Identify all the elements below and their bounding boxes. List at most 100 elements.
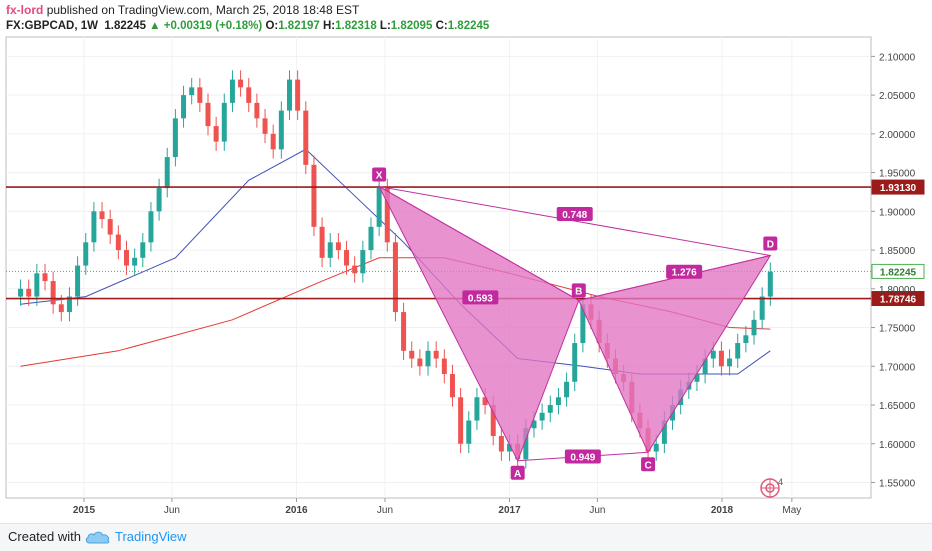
candle-body [572, 343, 578, 382]
candle-body [181, 95, 187, 119]
candle-body [164, 157, 170, 189]
pattern-ratio-label[interactable]: 1.276 [666, 264, 703, 279]
y-tick-label: 1.90000 [879, 207, 916, 218]
x-tick-label: May [782, 505, 801, 516]
price-label-text: 1.78746 [880, 295, 917, 306]
close-label: C: [435, 20, 448, 32]
pattern-point-label: D [767, 239, 774, 250]
y-tick-label: 1.75000 [879, 324, 916, 335]
symbol-name[interactable]: FX:GBPCAD, 1W [6, 20, 98, 32]
candle-body [498, 436, 504, 452]
candle-body [539, 412, 545, 421]
footer-bar: Created with TradingView [0, 523, 932, 551]
candle-body [132, 257, 138, 266]
candle-body [99, 211, 105, 220]
pattern-point-box [571, 283, 586, 298]
candle-body [140, 242, 146, 258]
pattern-point-x[interactable]: X [372, 167, 387, 182]
time-axis[interactable]: 2015 Jun 2016 Jun 2017 Jun 2018 May [73, 498, 801, 516]
x-tick-label: Jun [377, 505, 393, 516]
pattern-ratio-box [564, 449, 601, 464]
tradingview-cloud-icon[interactable] [85, 530, 111, 544]
candle-body [653, 443, 659, 452]
price-label-box [871, 263, 925, 279]
x-tick-label: Jun [589, 505, 605, 516]
candle-body [384, 188, 390, 243]
price-label[interactable]: 1.78746 [871, 291, 925, 307]
candle-body [66, 296, 72, 313]
tradingview-brand[interactable]: TradingView [115, 529, 187, 544]
pattern-ratio-text: 0.949 [570, 453, 595, 464]
y-tick-label: 2.00000 [879, 130, 916, 141]
candle-body [303, 110, 309, 165]
candle-body [238, 79, 244, 88]
candle-body [751, 319, 757, 336]
candle-body [531, 420, 537, 429]
candle-body [189, 87, 195, 96]
candle-body [295, 79, 301, 111]
price-label-box [871, 179, 925, 195]
pattern-point-a[interactable]: A [510, 465, 525, 480]
candle-body [368, 226, 374, 251]
candle-body [425, 350, 431, 367]
pattern-point-label: X [376, 171, 383, 182]
pattern-point-d[interactable]: D [763, 236, 778, 251]
created-with-text: Created with [8, 529, 81, 544]
candle-body [417, 358, 423, 367]
harmonic-pattern[interactable]: X A B C D 0.593 0.748 1.276 0.949 [372, 167, 778, 480]
x-tick-label: 2018 [711, 505, 734, 516]
price-label-text: 1.82245 [880, 267, 917, 278]
candle-body [580, 304, 586, 344]
y-tick-label: 2.05000 [879, 91, 916, 102]
candle-body [507, 443, 513, 452]
close-value: 1.82245 [447, 20, 490, 32]
candle-body [433, 350, 439, 359]
y-tick-label: 1.80000 [879, 285, 916, 296]
pattern-point-label: B [575, 286, 582, 297]
candle-body [547, 405, 553, 413]
pattern-point-box [372, 167, 387, 182]
low-value: 1.82095 [390, 20, 433, 32]
candle-body [246, 87, 252, 103]
candle-body [123, 250, 129, 266]
candle-body [107, 219, 113, 235]
pattern-line-xb[interactable] [378, 186, 580, 301]
pattern-point-c[interactable]: C [641, 457, 656, 472]
candle-body [42, 273, 48, 282]
candle-body [449, 374, 455, 398]
candle-body [278, 110, 284, 150]
candle-body [702, 358, 708, 375]
candle-body [335, 242, 341, 251]
candle-body [58, 304, 64, 313]
candle-body [327, 242, 333, 258]
y-tick-label: 1.60000 [879, 440, 916, 451]
pattern-ratio-box [462, 290, 499, 305]
candle-body [34, 273, 40, 297]
candle-body [727, 358, 733, 367]
low-label: L: [379, 20, 391, 32]
price-label[interactable]: 1.93130 [871, 179, 925, 195]
candle-body [564, 381, 570, 398]
candle-body [344, 250, 350, 266]
candle-body [376, 188, 382, 227]
author-link[interactable]: fx-lord [6, 3, 44, 17]
settings-wheel-icon[interactable]: 4 [760, 477, 783, 498]
pattern-ratio-label[interactable]: 0.593 [462, 290, 499, 305]
pattern-ratio-label[interactable]: 0.748 [556, 207, 593, 222]
pattern-point-box [763, 236, 778, 251]
price-change: +0.00319 (+0.18%) [163, 20, 263, 32]
price-axis[interactable]: 2.10000 2.05000 2.00000 1.95000 1.90000 1.850… [871, 52, 916, 490]
price-chart[interactable]: 1.93130 1.82245 1.78746 X A B C D 0.593 0.748 1.2… [0, 0, 932, 523]
pattern-ratio-label[interactable]: 0.949 [564, 449, 601, 464]
price-label[interactable]: 1.82245 [871, 263, 925, 279]
x-tick-label: 2016 [285, 505, 308, 516]
candle-body [286, 79, 292, 111]
price-label-box [871, 291, 925, 307]
price-label-text: 1.93130 [880, 183, 917, 194]
high-label: H: [323, 20, 336, 32]
candle-body [694, 374, 700, 382]
candle-body [401, 312, 407, 351]
pattern-point-b[interactable]: B [571, 283, 586, 298]
y-tick-label: 1.95000 [879, 169, 916, 180]
candle-body [270, 133, 276, 150]
